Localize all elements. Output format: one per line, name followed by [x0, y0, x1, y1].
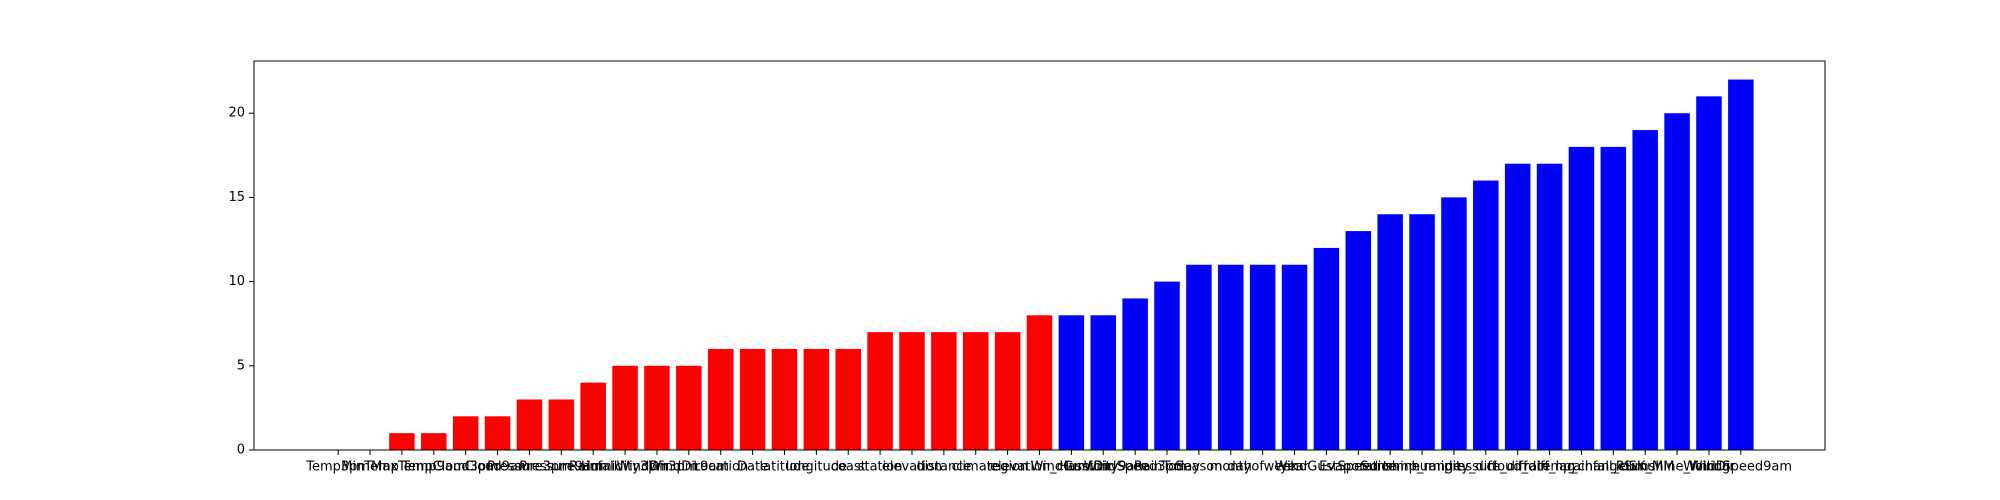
- bar: [803, 348, 830, 450]
- bar: [1377, 214, 1403, 450]
- y-tick-label: 20: [228, 106, 245, 121]
- bar: [899, 332, 925, 450]
- bar: [1186, 264, 1212, 450]
- x-tick-label: Rainfall: [569, 460, 617, 475]
- x-tick-label: latitude: [760, 460, 810, 475]
- x-tick-label: Date: [737, 460, 768, 475]
- bar: [867, 332, 893, 450]
- x-tick-label: Temp9am: [401, 460, 466, 475]
- x-tick-label: Humidity3pm: [581, 460, 669, 475]
- x-tick-label: coast: [831, 460, 866, 475]
- x-tick-label: temp_change: [1537, 460, 1625, 475]
- bar: [1504, 163, 1531, 450]
- bar: [1632, 130, 1658, 451]
- bar: [421, 433, 447, 450]
- x-tick-label: Humidity9am: [1059, 460, 1147, 475]
- x-tick-label: RISK_MM: [1616, 460, 1675, 475]
- bar: [484, 416, 511, 450]
- x-tick-label: dayofweek: [1227, 460, 1298, 475]
- bar: [1313, 247, 1340, 450]
- bar: [452, 416, 479, 450]
- bar: [994, 332, 1021, 450]
- x-tick-label: WindDir9am: [649, 460, 730, 475]
- x-tick-label: WindDir3pm: [617, 460, 698, 475]
- x-tick-label: distance: [916, 460, 971, 475]
- x-tick-label: humidity_diff: [1412, 460, 1498, 475]
- bar: [1696, 96, 1722, 450]
- bar: [1728, 79, 1754, 451]
- bar: [1122, 298, 1148, 450]
- y-tick-label: 5: [237, 358, 245, 373]
- bar: [1058, 315, 1085, 450]
- bar: [644, 365, 670, 450]
- x-tick-label: elevation_class: [990, 460, 1089, 475]
- x-tick-label: Location: [693, 460, 748, 475]
- bar: [1664, 113, 1690, 450]
- bar: [516, 399, 543, 450]
- bar: [1536, 163, 1563, 450]
- x-tick-label: WindGustDir: [1030, 460, 1112, 475]
- x-tick-label: Sunshine_rolling: [1624, 460, 1730, 475]
- bar: [1154, 281, 1180, 450]
- x-tick-label: station: [858, 460, 903, 475]
- bar: [1345, 231, 1372, 450]
- y-tick-label: 15: [228, 190, 245, 205]
- x-tick-label: rainfall_cumul: [1568, 460, 1659, 475]
- x-tick-label: WindSpeed3pm: [1084, 460, 1187, 475]
- x-tick-label: WindGustSpeed: [1275, 460, 1379, 475]
- bar: [612, 365, 638, 450]
- x-tick-label: Season: [1175, 460, 1222, 475]
- bar: [1281, 264, 1308, 450]
- x-tick-label: Sunshine: [1360, 460, 1420, 475]
- x-tick-label: Cloud3pm: [433, 460, 499, 475]
- x-tick-label: temp_range: [1383, 460, 1461, 475]
- x-tick-label: rain_lag: [1524, 460, 1576, 475]
- x-tick-label: region: [987, 460, 1028, 475]
- x-tick-label: pressure_diff: [1444, 460, 1529, 475]
- bar: [1473, 180, 1499, 450]
- x-tick-label: MinTemp: [341, 460, 399, 475]
- x-tick-label: elevation: [882, 460, 942, 475]
- x-tick-label: Cloud9am: [465, 460, 531, 475]
- x-tick-label: MaxTemp: [371, 460, 433, 475]
- bar: [1600, 146, 1627, 450]
- plot-frame: [253, 60, 1826, 451]
- bar: [580, 382, 606, 450]
- bar: [835, 348, 861, 450]
- x-tick-label: WindSpeed9am: [1690, 460, 1792, 475]
- bar: [548, 399, 575, 450]
- bar: [676, 365, 702, 450]
- bar: [1026, 315, 1053, 450]
- bar: [707, 348, 734, 450]
- bar: [1409, 214, 1435, 450]
- x-tick-label: cloud_diff: [1486, 460, 1550, 475]
- x-tick-label: month: [1210, 460, 1252, 475]
- bar: [1090, 315, 1117, 450]
- bar: [1441, 197, 1467, 450]
- y-tick-label: 0: [237, 443, 245, 458]
- x-tick-label: Pressure9am: [519, 460, 603, 475]
- bar: [1568, 146, 1595, 450]
- bar: [771, 348, 798, 450]
- bar: [1218, 264, 1244, 450]
- bar: [739, 348, 766, 450]
- x-tick-label: WindDir: [1683, 460, 1735, 475]
- x-tick-label: Evaporation: [1319, 460, 1397, 475]
- bar: [962, 332, 989, 450]
- y-tick-label: 10: [228, 274, 245, 289]
- x-tick-label: Pressure3pm: [487, 460, 572, 475]
- bar: [389, 433, 415, 450]
- x-tick-label: longitude: [786, 460, 847, 475]
- x-tick-label: RainToday: [1134, 460, 1200, 475]
- x-tick-label: year: [1280, 460, 1310, 475]
- bar: [931, 332, 957, 450]
- bar: [1249, 264, 1276, 450]
- x-tick-label: Temp3pm: [305, 460, 370, 475]
- x-tick-label: climate: [952, 460, 1000, 475]
